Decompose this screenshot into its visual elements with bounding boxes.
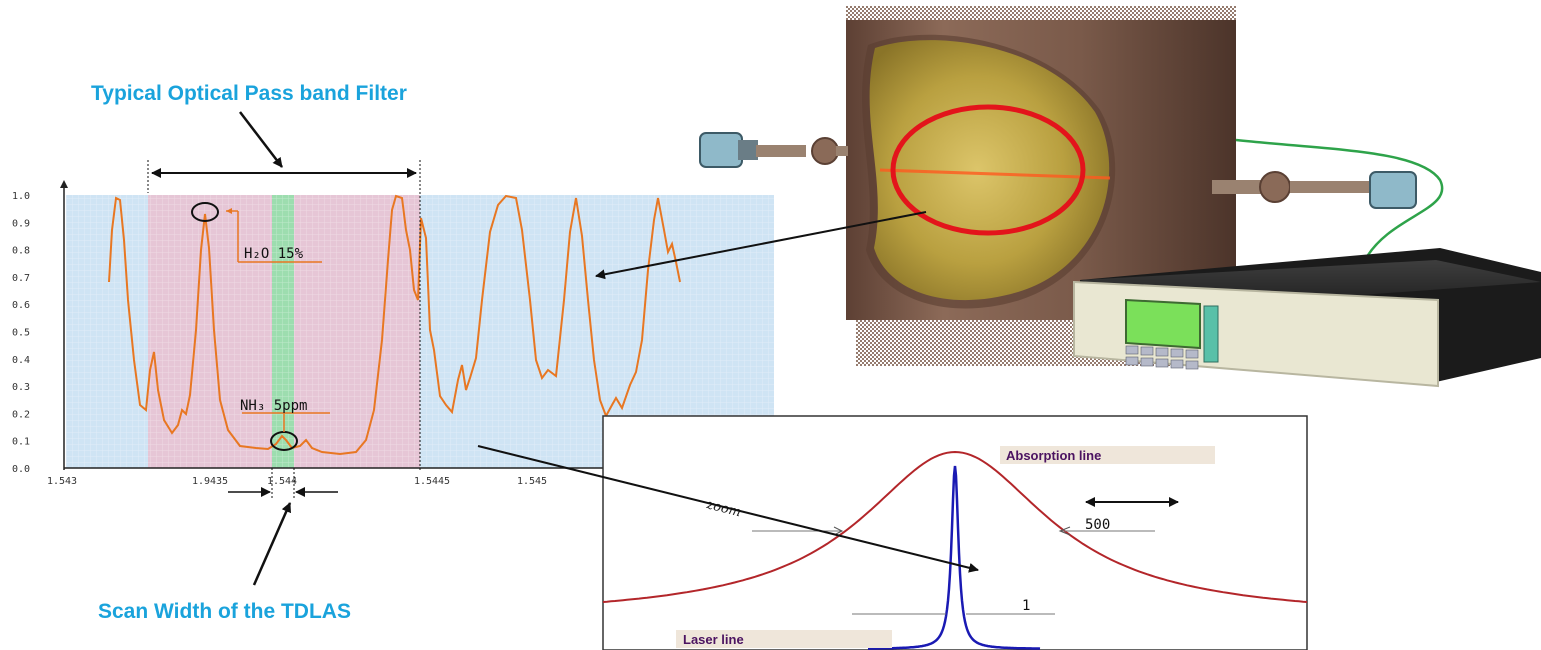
zoom-pointer-arrow: [477, 445, 979, 573]
signal-cable: [1235, 138, 1444, 261]
y-tick-label: 0.8: [12, 246, 30, 257]
scan-callout-arrow: [252, 502, 292, 586]
filter-callout-arrow: [239, 111, 283, 168]
h2o-label: H₂O 15%: [244, 246, 304, 262]
absorption-line-label: Absorption line: [1006, 448, 1101, 463]
fwhm-1-label: 1: [1022, 598, 1030, 614]
fwhm-500-label: 500: [1085, 517, 1110, 533]
analyzer-control-unit: [1073, 248, 1541, 388]
absorption-line-curve: [602, 450, 1308, 603]
x-tick-label: 1.543: [47, 476, 77, 487]
y-tick-label: 0.2: [12, 409, 30, 420]
x-tick-label: 1.544: [267, 476, 297, 487]
filter-callout-label: Typical Optical Pass band Filter: [91, 82, 407, 105]
x-tick-label: 1.545: [517, 476, 547, 487]
y-tick-label: 0.4: [12, 355, 30, 366]
y-tick-labels: 0.0 0.1 0.2 0.3 0.4 0.5 0.6 0.7 0.8 0.9 1.0: [12, 191, 30, 475]
y-tick-label: 0.6: [12, 300, 30, 311]
x-tick-label: 1.9435: [192, 476, 228, 487]
laser-label-box: [676, 630, 892, 648]
y-tick-label: 0.0: [12, 464, 30, 475]
absorption-label-box: [1000, 446, 1215, 464]
y-tick-label: 0.5: [12, 328, 30, 339]
tdlas-analyzer-illustration: [595, 6, 1541, 388]
y-tick-label: 0.3: [12, 382, 30, 393]
transmitter-unit: [699, 132, 848, 168]
laser-line-label: Laser line: [683, 632, 744, 647]
pipe-window: [869, 40, 1110, 301]
lineshape-inset: Absorption line Laser line 500 1 zoom: [477, 415, 1308, 650]
absorption-spectrum-curve: [108, 194, 681, 456]
nh3-label: NH₃ 5ppm: [240, 398, 307, 414]
receiver-unit: [1212, 171, 1417, 209]
analyzer-display: [1125, 298, 1201, 350]
laser-line-curve: [868, 465, 1041, 650]
y-tick-label: 0.1: [12, 437, 30, 448]
laser-beam: [879, 168, 1111, 180]
window-to-spectrum-arrow: [595, 211, 927, 280]
scan-width-callout-label: Scan Width of the TDLAS: [98, 600, 351, 623]
beam-highlight-ring: [890, 104, 1086, 236]
y-tick-label: 0.9: [12, 218, 30, 229]
x-tick-label: 1.5445: [414, 476, 450, 487]
y-tick-label: 1.0: [12, 191, 30, 202]
h2o-peak-circle: [191, 202, 219, 222]
y-tick-label: 0.7: [12, 273, 30, 284]
keypad: [1125, 345, 1199, 370]
